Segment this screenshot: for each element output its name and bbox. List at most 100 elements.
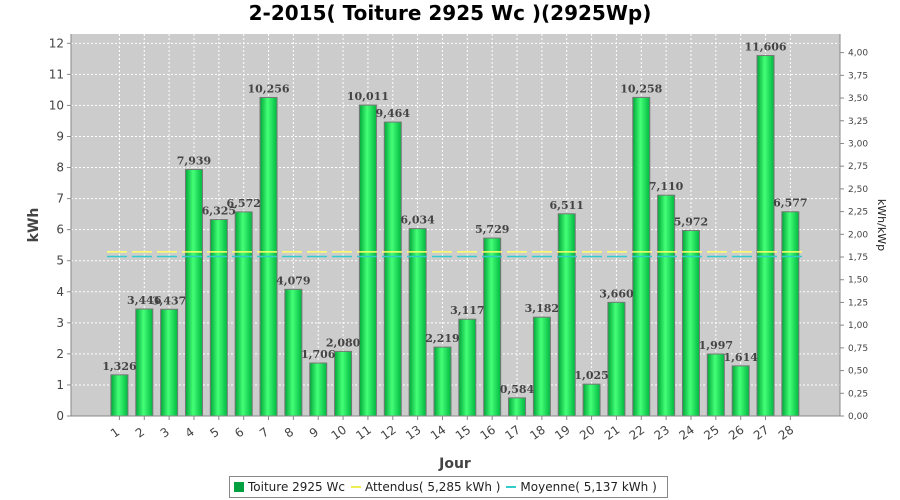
- x-tick-label: 9: [307, 425, 321, 441]
- legend-swatch-series: [234, 482, 244, 492]
- data-label: 3,660: [599, 287, 634, 300]
- data-label: 7,939: [177, 154, 211, 167]
- data-label: 1,326: [102, 360, 137, 373]
- y-right-tick-label: 3,75: [848, 71, 868, 81]
- bar: [433, 346, 452, 417]
- data-label: 10,011: [347, 90, 389, 103]
- bar: [383, 121, 402, 417]
- data-label: 6,325: [202, 205, 236, 218]
- y-right-tick-label: 2,00: [848, 230, 868, 240]
- y-tick-label: 9: [56, 129, 64, 143]
- data-label: 3,117: [450, 304, 484, 317]
- y-right-tick-label: 1,50: [848, 276, 868, 286]
- y-tick-label: 4: [56, 285, 64, 299]
- data-label: 1,997: [699, 339, 733, 352]
- x-tick-label: 16: [478, 423, 499, 443]
- y-right-tick-label: 1,75: [848, 253, 868, 263]
- y-right-tick-label: 0,25: [848, 389, 868, 399]
- data-label: 3,182: [525, 302, 559, 315]
- bar: [334, 350, 353, 417]
- x-tick-label: 19: [552, 423, 573, 443]
- y-right-tick-label: 3,00: [848, 139, 868, 149]
- legend-label-series: Toiture 2925 Wc: [248, 480, 345, 494]
- data-label: 6,577: [773, 197, 807, 210]
- bar: [706, 353, 725, 417]
- chart-title: 2-2015( Toiture 2925 Wc )(2925Wp): [249, 1, 652, 25]
- y-right-tick-label: 3,25: [848, 117, 868, 127]
- x-tick-label: 10: [329, 423, 350, 443]
- data-label: 3,446: [127, 294, 162, 307]
- x-tick-label: 2: [133, 425, 147, 441]
- bar: [582, 383, 601, 417]
- y-tick-label: 5: [56, 254, 64, 268]
- bar: [284, 288, 303, 417]
- bar: [184, 168, 203, 417]
- data-label: 11,606: [744, 41, 786, 54]
- legend-label-attendus: Attendus( 5,285 kWh ): [364, 480, 501, 494]
- x-tick-label: 22: [627, 423, 648, 443]
- data-label: 1,025: [574, 369, 608, 382]
- legend-swatch-attendus: [350, 486, 361, 488]
- y-tick-label: 7: [56, 192, 64, 206]
- bar: [532, 316, 551, 417]
- y-tick-label: 1: [56, 378, 64, 392]
- x-tick-label: 27: [751, 423, 772, 443]
- x-tick-label: 23: [652, 423, 673, 443]
- bar: [483, 237, 502, 417]
- y-tick-label: 0: [56, 409, 64, 423]
- legend-label-moyenne: Moyenne( 5,137 kWh ): [520, 480, 657, 494]
- bars: [110, 55, 800, 417]
- x-tick-label: 12: [378, 423, 399, 443]
- x-tick-label: 8: [282, 425, 296, 441]
- bar: [557, 213, 576, 417]
- y-tick-label: 8: [56, 161, 64, 175]
- x-axis-label: Jour: [438, 456, 471, 472]
- data-label: 7,110: [649, 180, 684, 193]
- y-right-tick-label: 2,50: [848, 185, 868, 195]
- bar: [607, 301, 626, 417]
- y-tick-label: 10: [49, 98, 64, 112]
- y-right-tick-label: 1,00: [848, 321, 868, 331]
- x-tick-label: 25: [701, 423, 722, 443]
- legend-item-moyenne: Moyenne( 5,137 kWh ): [506, 480, 657, 494]
- data-label: 2,219: [425, 332, 459, 345]
- y-tick-label: 2: [56, 347, 64, 361]
- y-right-tick-label: 3,50: [848, 94, 868, 104]
- y-right-tick-label: 0,00: [848, 412, 868, 422]
- data-label: 3,437: [152, 294, 186, 307]
- y-tick-label: 3: [56, 316, 64, 330]
- bar: [110, 374, 129, 417]
- bar: [756, 55, 775, 417]
- y-right-tick-label: 0,75: [848, 344, 868, 354]
- reference-lines: [107, 251, 803, 258]
- x-tick-label: 11: [353, 423, 374, 443]
- x-tick-label: 6: [232, 425, 246, 441]
- bar: [309, 362, 328, 417]
- y-ticks-right: 0,00 0,25 0,50 0,75 1,00 1,25 1,50 1,75 2,00 2,25…: [840, 49, 868, 422]
- x-tick-label: 4: [183, 425, 197, 441]
- y-tick-label: 11: [49, 67, 64, 81]
- data-label: 5,729: [475, 223, 509, 236]
- legend-item-attendus: Attendus( 5,285 kWh ): [350, 480, 501, 494]
- data-label: 6,034: [400, 214, 435, 227]
- data-label: 2,080: [326, 336, 361, 349]
- y-right-tick-label: 2,75: [848, 162, 868, 172]
- legend-swatch-moyenne: [506, 486, 517, 488]
- data-label: 10,256: [247, 82, 289, 95]
- bar: [781, 211, 800, 417]
- x-tick-label: 24: [676, 423, 697, 443]
- y-tick-label: 6: [56, 223, 64, 237]
- data-label: 9,464: [376, 107, 411, 120]
- bar: [160, 308, 179, 417]
- y-right-tick-label: 1,25: [848, 298, 868, 308]
- x-tick-label: 3: [158, 425, 172, 441]
- legend-item-series: Toiture 2925 Wc: [234, 480, 345, 494]
- y-tick-label: 12: [49, 36, 64, 50]
- x-tick-label: 18: [527, 423, 548, 443]
- data-label: 5,972: [674, 216, 708, 229]
- x-tick-label: 14: [428, 423, 449, 443]
- x-tick-label: 26: [726, 423, 747, 443]
- y-right-tick-label: 2,25: [848, 208, 868, 218]
- bar: [358, 104, 377, 417]
